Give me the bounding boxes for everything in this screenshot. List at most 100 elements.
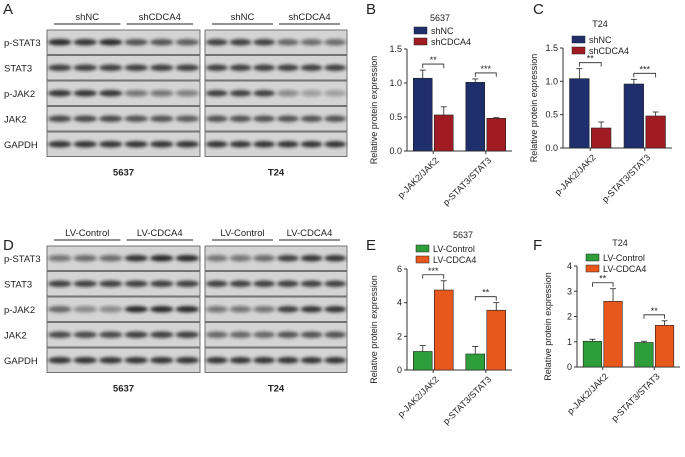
bar-shnc-p-stat3-stat3 <box>623 83 644 149</box>
bar-shcdca4-p-stat3-stat3 <box>645 115 666 149</box>
panel-letter-c: C <box>533 1 544 18</box>
bar-chart-f: T24 0 1 2 3 4 Relative protein expression ** p-J… <box>543 238 680 424</box>
cell-line-label: T24 <box>268 168 285 179</box>
group-label: shNC <box>75 12 99 23</box>
y-tick-label: 0.0 <box>545 143 558 153</box>
legend-label: shNC <box>431 26 454 36</box>
protein-band <box>300 306 323 313</box>
protein-band <box>99 255 123 262</box>
legend-swatch <box>413 37 428 46</box>
chart-title: 5637 <box>430 13 450 23</box>
protein-band <box>99 331 123 338</box>
significance-bracket <box>578 62 602 67</box>
protein-band <box>73 331 97 338</box>
group-label: shCDCA4 <box>288 12 330 23</box>
protein-band <box>124 280 148 287</box>
y-tick-label: 2 <box>397 331 402 341</box>
y-tick-label: 0.0 <box>389 146 402 156</box>
row-label-jak2: JAK2 <box>4 114 27 125</box>
protein-band <box>253 141 276 148</box>
protein-band <box>48 64 72 71</box>
protein-band <box>48 306 72 313</box>
blot-strip-p-stat3 <box>46 245 201 271</box>
bar-lv-control-p-jak2-jak2 <box>582 340 603 368</box>
x-tick-label: p-STAT3/STAT3 <box>441 155 493 207</box>
protein-band <box>229 255 252 262</box>
bar-chart-b: 5637 0.0 0.5 1.0 1.5 Relative protein express… <box>369 13 512 208</box>
protein-band <box>229 39 252 46</box>
protein-band <box>276 306 299 313</box>
protein-band <box>253 306 276 313</box>
protein-band <box>253 115 276 122</box>
y-tick-label: 4 <box>567 261 572 271</box>
row-label-gapdh: GAPDH <box>4 356 38 367</box>
protein-band <box>324 115 347 122</box>
bar-shcdca4-p-jak2-jak2 <box>433 114 454 152</box>
protein-band <box>175 280 199 287</box>
protein-band <box>124 90 148 97</box>
bar-lv-control-p-jak2-jak2 <box>412 351 433 371</box>
significance-marker: ** <box>430 55 438 65</box>
x-tick-label: p-STAT3/STAT3 <box>600 152 652 204</box>
western-blot-a-5637: shNC shCDCA4 p-STAT3 STAT3 p-JAK2 JAK2 GAPDH 56… <box>4 12 201 179</box>
protein-band <box>124 141 148 148</box>
protein-band <box>124 255 148 262</box>
blot-strip-p-jak2 <box>204 80 348 106</box>
legend-label: shNC <box>589 35 612 45</box>
protein-band <box>253 64 276 71</box>
row-label-p-jak2: p-JAK2 <box>4 305 35 316</box>
legend-swatch <box>585 253 600 262</box>
cell-line-label: 5637 <box>113 168 134 179</box>
y-tick-label: 6 <box>397 264 402 274</box>
protein-band <box>324 331 347 338</box>
protein-band <box>48 141 72 148</box>
chart-title: T24 <box>612 238 628 248</box>
protein-band <box>276 141 299 148</box>
y-axis-label: Relative protein expression <box>369 56 379 165</box>
group-label: LV-Control <box>65 228 109 239</box>
protein-band <box>324 90 347 97</box>
protein-band <box>150 255 174 262</box>
y-tick-label: 3 <box>567 286 572 296</box>
bar-shnc-p-stat3-stat3 <box>465 82 485 152</box>
protein-band <box>205 39 228 46</box>
blot-strip-gapdh <box>204 347 348 373</box>
protein-band <box>229 64 252 71</box>
western-blot-a-t24: shNC shCDCA4 T24 <box>204 12 348 179</box>
protein-band <box>253 39 276 46</box>
protein-band <box>150 39 174 46</box>
protein-band <box>229 90 252 97</box>
protein-band <box>324 64 347 71</box>
legend-swatch <box>413 26 428 35</box>
protein-band <box>48 90 72 97</box>
protein-band <box>205 306 228 313</box>
y-tick-label: 0.5 <box>389 112 402 122</box>
significance-marker: ** <box>587 54 595 64</box>
blot-strip-jak2 <box>204 106 348 132</box>
significance-bracket <box>643 314 665 319</box>
protein-band <box>205 115 228 122</box>
protein-band <box>124 306 148 313</box>
protein-band <box>99 115 123 122</box>
cell-line-label: T24 <box>268 384 285 395</box>
protein-band <box>150 280 174 287</box>
protein-band <box>124 39 148 46</box>
protein-band <box>73 90 97 97</box>
bar-shnc-p-jak2-jak2 <box>412 77 433 152</box>
protein-band <box>300 331 323 338</box>
significance-marker: *** <box>428 266 439 276</box>
panel-letter-b: B <box>366 1 376 18</box>
protein-band <box>175 306 199 313</box>
protein-band <box>276 115 299 122</box>
x-tick-label: p-STAT3/STAT3 <box>609 371 661 423</box>
blot-strip-p-stat3 <box>204 245 348 271</box>
protein-band <box>205 64 228 71</box>
protein-band <box>276 255 299 262</box>
legend-swatch <box>415 255 430 264</box>
protein-band <box>48 331 72 338</box>
significance-marker: ** <box>651 306 659 316</box>
protein-band <box>300 115 323 122</box>
bar-shcdca4-p-jak2-jak2 <box>591 127 612 149</box>
blot-strip-stat3 <box>46 271 201 297</box>
protein-band <box>324 306 347 313</box>
